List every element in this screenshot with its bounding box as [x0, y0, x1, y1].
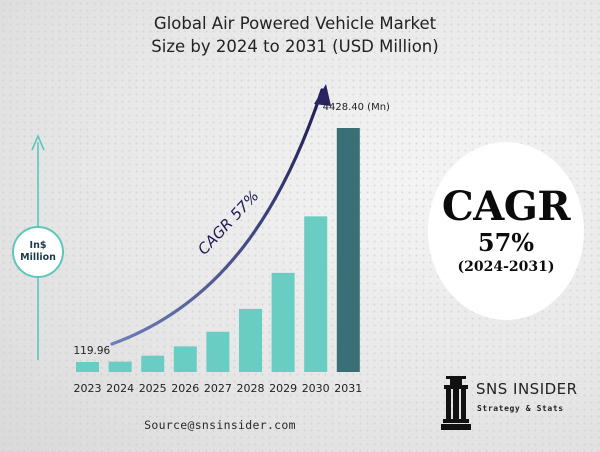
bar-2028 — [239, 308, 262, 372]
sns-insider-logo: SNS INSIDER Strategy & Stats — [440, 374, 590, 436]
x-tick-label-2031: 2031 — [334, 382, 362, 395]
bar-2024 — [108, 361, 132, 372]
cagr-circle: CAGR 57% (2024-2031) — [428, 142, 584, 320]
x-tick-label-2029: 2029 — [269, 382, 297, 395]
trend-arrowhead — [314, 84, 331, 106]
chess-rook-icon — [441, 376, 471, 430]
bar-2031 — [336, 128, 360, 372]
chart-title: Global Air Powered Vehicle Market Size b… — [110, 12, 480, 58]
cagr-period: (2024-2031) — [457, 259, 555, 275]
x-tick-label-2023: 2023 — [74, 382, 102, 395]
trend-label: CAGR 57% — [194, 187, 262, 258]
logo-name: SNS INSIDER — [476, 380, 578, 398]
unit-badge-line-1: In$ — [29, 240, 47, 251]
trend-arrow — [110, 88, 324, 346]
bar-2030 — [304, 216, 328, 372]
bar-2029 — [271, 272, 295, 372]
title-line-2: Size by 2024 to 2031 (USD Million) — [151, 37, 439, 56]
x-tick-label-2028: 2028 — [237, 382, 265, 395]
data-label-first: 119.96 — [74, 345, 111, 357]
x-tick-label-2026: 2026 — [171, 382, 199, 395]
bar-2023 — [76, 362, 99, 372]
x-tick-label-2030: 2030 — [302, 382, 330, 395]
bar-2027 — [206, 331, 230, 372]
bar-2025 — [141, 355, 165, 372]
x-tick-label-2027: 2027 — [204, 382, 232, 395]
bar-2026 — [173, 346, 197, 372]
source-text: Source@snsinsider.com — [144, 418, 296, 432]
data-label-last: 4428.40 (Mn) — [323, 102, 390, 113]
title-line-1: Global Air Powered Vehicle Market — [153, 14, 437, 33]
y-axis-arrowhead — [31, 133, 45, 151]
logo-tagline: Strategy & Stats — [477, 404, 564, 413]
x-tick-label-2025: 2025 — [139, 382, 167, 395]
unit-badge: In$ Million — [12, 226, 64, 278]
cagr-value: 57% — [477, 228, 535, 257]
cagr-label: CAGR — [441, 183, 571, 230]
unit-badge-line-2: Million — [20, 252, 56, 263]
x-tick-label-2024: 2024 — [106, 382, 134, 395]
